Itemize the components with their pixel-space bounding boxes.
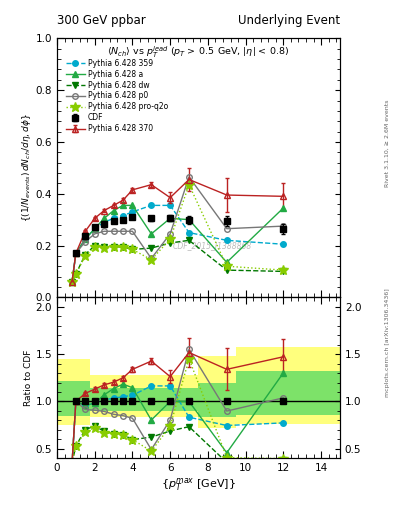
Pythia 6.428 p0 bbox=[149, 255, 154, 262]
Pythia 6.428 p0 bbox=[121, 228, 125, 234]
Pythia 6.428 a bbox=[187, 217, 191, 223]
Pythia 6.428 p0 bbox=[168, 231, 173, 237]
Pythia 6.428 p0 bbox=[111, 228, 116, 234]
Pythia 6.428 359 bbox=[224, 237, 229, 243]
Y-axis label: $\{(1/N_{events})\, dN_{ch}/d\eta, d\phi\}$: $\{(1/N_{events})\, dN_{ch}/d\eta, d\phi… bbox=[20, 114, 33, 222]
Pythia 6.428 359 bbox=[149, 202, 154, 208]
Text: mcplots.cern.ch [arXiv:1306.3436]: mcplots.cern.ch [arXiv:1306.3436] bbox=[385, 289, 390, 397]
Pythia 6.428 p0 bbox=[102, 228, 107, 234]
Pythia 6.428 359 bbox=[111, 215, 116, 221]
Pythia 6.428 p0 bbox=[73, 250, 78, 257]
Pythia 6.428 pro-q2o bbox=[70, 279, 74, 285]
Pythia 6.428 dw bbox=[149, 245, 154, 251]
Pythia 6.428 p0 bbox=[187, 174, 191, 180]
Pythia 6.428 dw bbox=[70, 279, 74, 285]
Pythia 6.428 a bbox=[149, 231, 154, 237]
Pythia 6.428 pro-q2o bbox=[187, 182, 191, 188]
Pythia 6.428 dw bbox=[281, 268, 286, 274]
Line: Pythia 6.428 dw: Pythia 6.428 dw bbox=[69, 238, 286, 285]
Pythia 6.428 a bbox=[121, 202, 125, 208]
Pythia 6.428 a bbox=[130, 202, 135, 208]
Line: Pythia 6.428 a: Pythia 6.428 a bbox=[69, 202, 287, 285]
Text: 300 GeV ppbar: 300 GeV ppbar bbox=[57, 14, 146, 27]
Pythia 6.428 a bbox=[111, 207, 116, 214]
Pythia 6.428 p0 bbox=[224, 226, 229, 232]
Pythia 6.428 359 bbox=[73, 250, 78, 257]
Pythia 6.428 pro-q2o bbox=[168, 236, 173, 242]
Pythia 6.428 359 bbox=[102, 219, 107, 225]
Pythia 6.428 dw bbox=[168, 240, 173, 246]
Line: Pythia 6.428 pro-q2o: Pythia 6.428 pro-q2o bbox=[67, 180, 288, 287]
Pythia 6.428 dw bbox=[102, 244, 107, 250]
Pythia 6.428 359 bbox=[92, 226, 97, 232]
Pythia 6.428 pro-q2o bbox=[130, 246, 135, 252]
Pythia 6.428 359 bbox=[130, 209, 135, 215]
Pythia 6.428 359 bbox=[70, 279, 74, 285]
Pythia 6.428 pro-q2o bbox=[121, 244, 125, 250]
Pythia 6.428 dw bbox=[187, 237, 191, 243]
Pythia 6.428 p0 bbox=[281, 223, 286, 229]
Pythia 6.428 a bbox=[70, 279, 74, 285]
Line: Pythia 6.428 359: Pythia 6.428 359 bbox=[69, 203, 286, 285]
Pythia 6.428 pro-q2o bbox=[83, 253, 88, 259]
Pythia 6.428 pro-q2o bbox=[281, 267, 286, 273]
Pythia 6.428 359 bbox=[281, 241, 286, 247]
X-axis label: $\{p_T^{max}$ [GeV]$\}$: $\{p_T^{max}$ [GeV]$\}$ bbox=[161, 476, 236, 493]
Line: Pythia 6.428 p0: Pythia 6.428 p0 bbox=[69, 174, 286, 285]
Pythia 6.428 pro-q2o bbox=[111, 244, 116, 250]
Pythia 6.428 pro-q2o bbox=[149, 257, 154, 263]
Pythia 6.428 a bbox=[83, 236, 88, 242]
Pythia 6.428 a bbox=[281, 205, 286, 211]
Text: CDF_2015_I1388868: CDF_2015_I1388868 bbox=[173, 241, 252, 250]
Pythia 6.428 a bbox=[102, 215, 107, 221]
Pythia 6.428 dw bbox=[73, 271, 78, 277]
Text: $\langle N_{ch}\rangle$ vs $p_T^{lead}$ ($p_T >$ 0.5 GeV, $|\eta| <$ 0.8): $\langle N_{ch}\rangle$ vs $p_T^{lead}$ … bbox=[107, 45, 290, 60]
Pythia 6.428 pro-q2o bbox=[92, 244, 97, 250]
Pythia 6.428 a bbox=[168, 215, 173, 221]
Pythia 6.428 p0 bbox=[92, 231, 97, 237]
Pythia 6.428 359 bbox=[121, 212, 125, 219]
Pythia 6.428 a bbox=[73, 250, 78, 257]
Pythia 6.428 dw bbox=[111, 244, 116, 250]
Pythia 6.428 p0 bbox=[83, 239, 88, 245]
Pythia 6.428 dw bbox=[92, 243, 97, 249]
Pythia 6.428 pro-q2o bbox=[102, 245, 107, 251]
Text: Rivet 3.1.10, ≥ 2.6M events: Rivet 3.1.10, ≥ 2.6M events bbox=[385, 100, 390, 187]
Pythia 6.428 pro-q2o bbox=[224, 263, 229, 269]
Pythia 6.428 dw bbox=[83, 251, 88, 258]
Pythia 6.428 dw bbox=[121, 244, 125, 250]
Pythia 6.428 359 bbox=[168, 202, 173, 208]
Pythia 6.428 p0 bbox=[70, 279, 74, 285]
Pythia 6.428 359 bbox=[83, 236, 88, 242]
Legend: Pythia 6.428 359, Pythia 6.428 a, Pythia 6.428 dw, Pythia 6.428 p0, Pythia 6.428: Pythia 6.428 359, Pythia 6.428 a, Pythia… bbox=[64, 56, 171, 136]
Y-axis label: Ratio to CDF: Ratio to CDF bbox=[24, 350, 33, 406]
Pythia 6.428 a bbox=[224, 259, 229, 265]
Text: Underlying Event: Underlying Event bbox=[238, 14, 340, 27]
Pythia 6.428 pro-q2o bbox=[73, 271, 78, 277]
Pythia 6.428 p0 bbox=[130, 228, 135, 234]
Pythia 6.428 359 bbox=[187, 229, 191, 236]
Pythia 6.428 a bbox=[92, 226, 97, 232]
Pythia 6.428 dw bbox=[130, 246, 135, 252]
Pythia 6.428 dw bbox=[224, 267, 229, 273]
